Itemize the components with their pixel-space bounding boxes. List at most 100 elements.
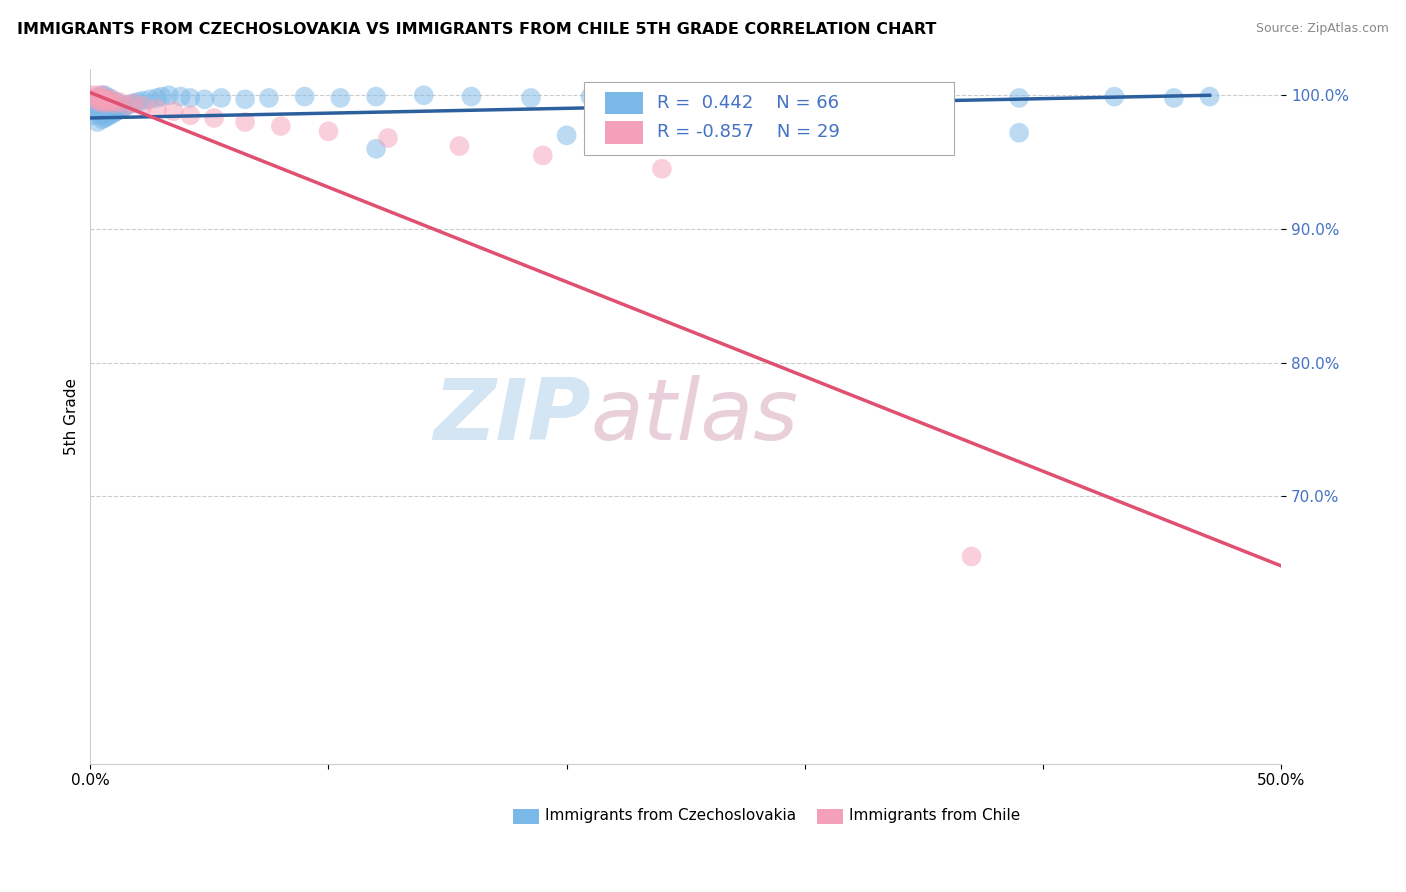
Point — [132, 99, 155, 113]
Text: Immigrants from Chile: Immigrants from Chile — [849, 808, 1021, 823]
Point — [100, 107, 122, 121]
Point — [412, 88, 434, 103]
Point — [366, 142, 388, 156]
Point — [960, 549, 983, 564]
Point — [110, 102, 132, 116]
Point — [132, 94, 155, 108]
Point — [103, 96, 125, 111]
Point — [91, 104, 114, 119]
Point — [912, 89, 935, 103]
Point — [93, 111, 115, 125]
Point — [100, 92, 122, 106]
Point — [108, 103, 131, 117]
Point — [93, 96, 115, 111]
Point — [209, 91, 232, 105]
Point — [163, 104, 186, 119]
Point — [96, 100, 118, 114]
Point — [89, 95, 111, 109]
Point — [89, 91, 111, 105]
Point — [96, 92, 118, 106]
Text: Source: ZipAtlas.com: Source: ZipAtlas.com — [1256, 22, 1389, 36]
Point — [817, 88, 839, 103]
Point — [84, 95, 107, 109]
FancyBboxPatch shape — [585, 82, 953, 155]
Point — [93, 95, 115, 109]
Point — [98, 91, 121, 105]
Point — [460, 89, 482, 103]
Bar — [817, 809, 842, 824]
Point — [115, 97, 138, 112]
Point — [98, 99, 121, 113]
Point — [103, 105, 125, 120]
Point — [531, 148, 554, 162]
Point — [329, 91, 352, 105]
Point — [1163, 91, 1185, 105]
Point — [91, 96, 114, 111]
Point — [122, 96, 145, 111]
Text: ZIP: ZIP — [433, 375, 591, 458]
Point — [651, 91, 673, 105]
Point — [105, 104, 128, 119]
Point — [233, 115, 256, 129]
Bar — [605, 92, 643, 114]
Point — [257, 91, 280, 105]
Text: Immigrants from Czechoslovakia: Immigrants from Czechoslovakia — [546, 808, 796, 823]
Point — [146, 91, 169, 105]
Point — [139, 92, 162, 106]
Point — [127, 95, 149, 109]
Point — [96, 94, 118, 108]
Point — [91, 112, 114, 127]
Point — [89, 99, 111, 113]
Point — [747, 121, 769, 136]
Bar — [605, 121, 643, 144]
Point — [366, 89, 388, 103]
Point — [98, 108, 121, 122]
Point — [86, 91, 108, 105]
Point — [84, 102, 107, 116]
Point — [146, 102, 169, 116]
Point — [179, 108, 201, 122]
Point — [86, 115, 108, 129]
Point — [108, 95, 131, 109]
Point — [734, 89, 756, 103]
Point — [91, 88, 114, 103]
Point — [150, 89, 173, 103]
Point — [179, 91, 201, 105]
Point — [377, 131, 399, 145]
Text: atlas: atlas — [591, 375, 799, 458]
Point — [520, 91, 543, 105]
Point — [91, 88, 114, 103]
Point — [202, 111, 225, 125]
Point — [103, 96, 125, 111]
Point — [93, 103, 115, 117]
Point — [89, 108, 111, 122]
Point — [100, 97, 122, 112]
Point — [98, 95, 121, 109]
Point — [651, 161, 673, 176]
Point — [579, 89, 602, 103]
Point — [86, 88, 108, 103]
Text: IMMIGRANTS FROM CZECHOSLOVAKIA VS IMMIGRANTS FROM CHILE 5TH GRADE CORRELATION CH: IMMIGRANTS FROM CZECHOSLOVAKIA VS IMMIGR… — [17, 22, 936, 37]
Point — [318, 124, 340, 138]
Point — [294, 89, 316, 103]
Point — [93, 92, 115, 106]
Bar — [513, 809, 540, 824]
Point — [233, 92, 256, 106]
Point — [449, 139, 471, 153]
Point — [86, 102, 108, 116]
Y-axis label: 5th Grade: 5th Grade — [65, 377, 79, 455]
Point — [105, 95, 128, 109]
Point — [82, 88, 104, 103]
Point — [1008, 91, 1031, 105]
Point — [82, 108, 104, 122]
Point — [93, 88, 115, 103]
Point — [1104, 89, 1126, 103]
Point — [157, 88, 180, 103]
Point — [86, 94, 108, 108]
Text: R =  0.442    N = 66: R = 0.442 N = 66 — [657, 95, 839, 112]
Point — [1008, 126, 1031, 140]
Point — [555, 128, 578, 143]
Point — [1198, 89, 1220, 103]
Point — [170, 89, 193, 103]
Point — [122, 96, 145, 111]
